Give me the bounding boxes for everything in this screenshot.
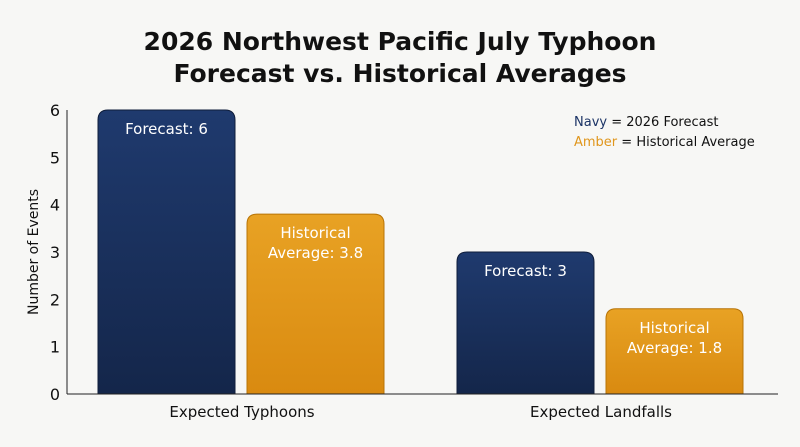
legend-text-forecast: = 2026 Forecast	[607, 115, 718, 130]
legend-key-navy: Navy	[574, 115, 607, 130]
legend-text-historical: = Historical Average	[617, 135, 755, 150]
bar-data-label: Average: 3.8	[268, 244, 363, 262]
chart-title-line-1: 2026 Northwest Pacific July Typhoon	[144, 27, 657, 56]
y-axis-label: Number of Events	[26, 189, 42, 315]
bars	[97, 109, 744, 395]
bar-data-label: Historical	[639, 319, 709, 337]
bar-data-label: Forecast: 3	[484, 262, 567, 280]
bar-data-label: Forecast: 6	[125, 120, 208, 138]
category-label-landfalls: Expected Landfalls	[530, 403, 672, 421]
legend: Navy = 2026 Forecast Amber = Historical …	[574, 115, 755, 150]
bar-data-label: Historical	[280, 224, 350, 242]
historical-bar-typhoons	[246, 213, 385, 395]
legend-entry-historical: Amber = Historical Average	[574, 135, 755, 150]
y-tick-label: 1	[50, 338, 60, 357]
legend-entry-forecast: Navy = 2026 Forecast	[574, 115, 718, 130]
y-tick-label: 5	[50, 148, 60, 167]
legend-key-amber: Amber	[574, 135, 618, 150]
bar-labels: Forecast: 6 Forecast: 3 Historical Average:…	[125, 120, 722, 357]
forecast-bar-landfalls	[456, 251, 595, 395]
y-tick-label: 4	[50, 196, 60, 215]
y-tick-label: 6	[50, 101, 60, 120]
bar-data-label: Average: 1.8	[627, 339, 722, 357]
y-axis-ticks: 0 1 2 3 4 5 6	[50, 101, 60, 404]
category-label-typhoons: Expected Typhoons	[169, 403, 314, 421]
y-tick-label: 2	[50, 290, 60, 309]
y-tick-label: 3	[50, 243, 60, 262]
chart-title-line-2: Forecast vs. Historical Averages	[173, 59, 626, 88]
historical-bar-landfalls	[605, 308, 744, 395]
forecast-bar-typhoons	[97, 109, 236, 395]
y-tick-label: 0	[50, 385, 60, 404]
